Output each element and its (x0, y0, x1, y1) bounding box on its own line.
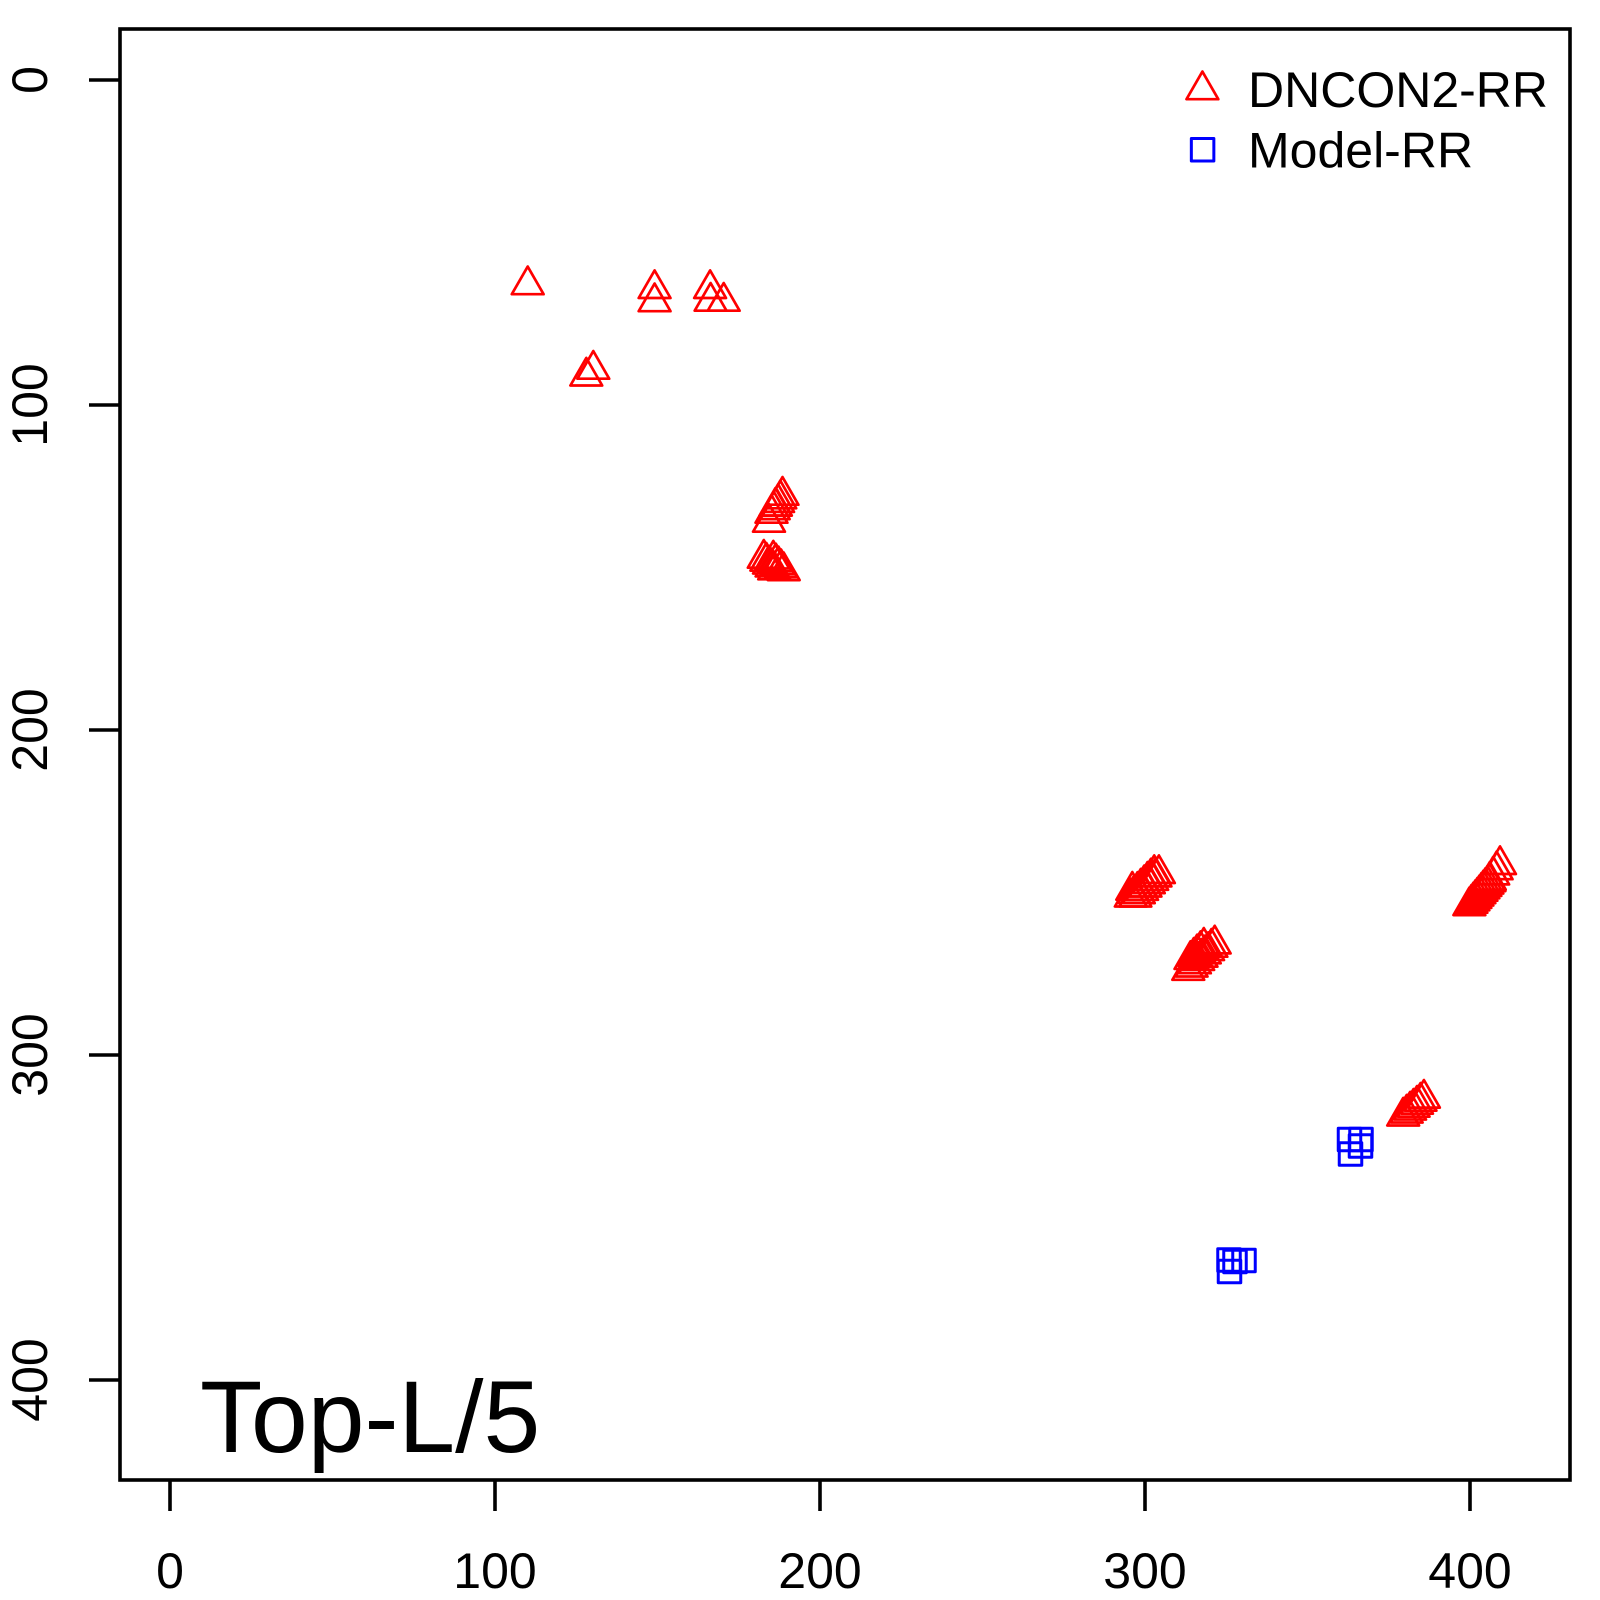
svg-text:100: 100 (2, 363, 58, 446)
svg-text:Model-RR: Model-RR (1248, 123, 1473, 179)
svg-text:Top-L/5: Top-L/5 (200, 1360, 540, 1474)
svg-text:200: 200 (2, 688, 58, 771)
svg-text:400: 400 (1428, 1543, 1511, 1599)
svg-text:300: 300 (1103, 1543, 1186, 1599)
svg-text:0: 0 (156, 1543, 184, 1599)
svg-text:0: 0 (2, 66, 58, 94)
svg-text:DNCON2-RR: DNCON2-RR (1248, 62, 1548, 118)
svg-text:300: 300 (2, 1013, 58, 1096)
svg-text:400: 400 (2, 1338, 58, 1421)
svg-text:100: 100 (453, 1543, 536, 1599)
svg-text:200: 200 (778, 1543, 861, 1599)
